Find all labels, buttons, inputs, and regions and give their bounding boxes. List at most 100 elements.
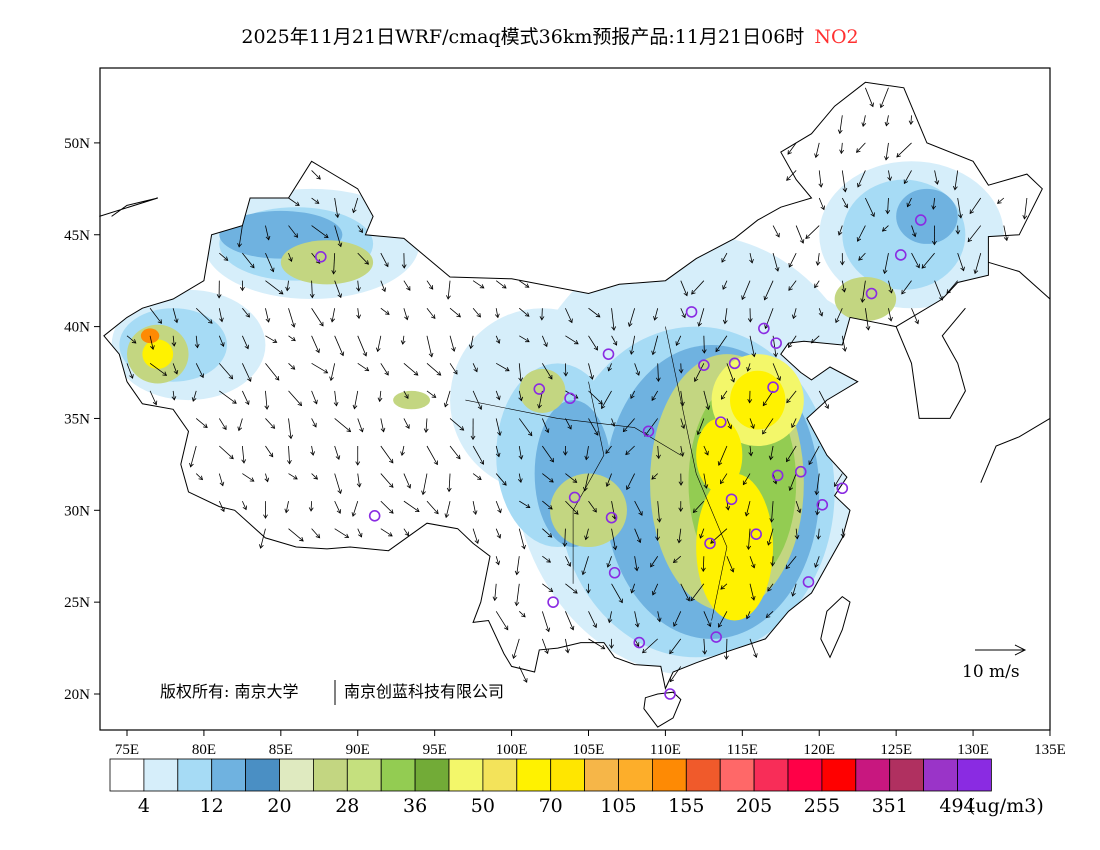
wind-arrow — [720, 473, 728, 485]
wind-arrow — [748, 445, 754, 457]
wind-arrow — [722, 308, 728, 325]
wind-arrow — [380, 528, 393, 537]
wind-arrow — [310, 445, 316, 456]
wind-arrow — [656, 611, 662, 623]
city-marker — [710, 631, 722, 643]
wind-arrow — [814, 142, 820, 159]
wind-arrow — [955, 225, 961, 235]
wind-arrow — [841, 280, 847, 293]
wind-arrow — [308, 501, 314, 512]
wind-arrow — [189, 445, 197, 468]
wind-arrow — [541, 363, 553, 380]
wind-arrow — [834, 473, 843, 487]
wind-arrow — [840, 528, 846, 539]
wind-arrow — [837, 225, 843, 236]
wind-arrow — [351, 500, 359, 517]
wind-arrow — [818, 308, 824, 317]
wind-arrow — [967, 225, 982, 243]
wind-arrow — [518, 390, 524, 402]
lat-tick-label: 30N — [64, 503, 90, 519]
wind-arrow — [171, 335, 177, 347]
wind-arrow — [629, 335, 636, 355]
wind-arrow — [311, 362, 329, 374]
city-marker — [758, 322, 770, 335]
wind-arrow — [380, 307, 390, 315]
city-marker — [602, 348, 615, 360]
wind-arrow — [703, 611, 712, 628]
wind-arrow — [449, 363, 458, 375]
colorbar-unit: (ug/m3) — [968, 795, 1044, 817]
wind-arrow — [785, 555, 797, 570]
wind-arrow — [311, 473, 319, 480]
wind-arrow — [495, 473, 507, 486]
wind-arrow — [791, 418, 797, 429]
colorbar-cell — [889, 758, 925, 792]
wind-arrow — [865, 197, 875, 218]
wind-arrow — [673, 611, 682, 627]
wind-arrow — [584, 445, 590, 461]
wind-arrow — [514, 556, 520, 576]
wind-arrow — [357, 363, 370, 372]
wind-arrow — [172, 363, 179, 375]
wind-arrow — [805, 225, 820, 240]
wind-arrow — [562, 446, 568, 456]
wind-arrow — [380, 252, 389, 268]
wind-arrow — [749, 638, 758, 658]
wind-arrow — [584, 528, 589, 541]
wind-arrow — [380, 280, 387, 293]
wind-arrow — [703, 473, 709, 489]
wind-arrow — [879, 87, 889, 109]
colorbar-cell — [482, 758, 518, 792]
colorbar: 4 12 20 28 36 50 70 105 155 205 255 351 494(ug/m3) — [109, 758, 1044, 817]
city-marker — [725, 493, 738, 506]
lon-tick-label: 110E — [650, 742, 681, 758]
wind-arrow — [311, 225, 329, 239]
wind-arrow — [449, 307, 461, 318]
wind-arrow — [818, 390, 829, 410]
wind-arrow — [355, 446, 361, 466]
wind-arrow — [242, 307, 250, 318]
wind-arrow — [932, 225, 937, 246]
city-marker — [836, 482, 849, 495]
wind-arrow — [242, 390, 250, 406]
wind-arrow — [858, 252, 866, 261]
city-marker — [605, 511, 618, 524]
wind-arrow — [565, 638, 570, 654]
wind-arrow — [216, 280, 222, 299]
colorbar-label: 105 — [600, 795, 636, 817]
copyright-text: 版权所有: 南京大学 — [160, 682, 298, 701]
wind-arrow — [468, 335, 474, 350]
wind-arrow — [219, 252, 229, 261]
wind-arrow — [786, 445, 797, 463]
wind-arrow — [472, 445, 484, 465]
wind-arrow — [726, 418, 733, 430]
wind-arrow — [861, 115, 867, 128]
wind-arrow — [692, 500, 705, 514]
wind-arrow — [762, 390, 774, 407]
wind-arrow — [218, 500, 225, 513]
wind-arrow — [541, 335, 548, 348]
wind-arrow — [699, 528, 705, 539]
wind-arrow — [195, 418, 208, 429]
wind-arrow — [678, 473, 684, 486]
wind-arrow — [518, 418, 533, 437]
wind-arrow — [680, 308, 686, 319]
wind-arrow — [311, 390, 318, 405]
colorbar-cell — [346, 758, 382, 792]
wind-arrow — [957, 197, 963, 219]
wind-arrow — [263, 501, 268, 519]
wind-arrow — [680, 280, 688, 297]
wind-arrow — [565, 583, 578, 594]
colorbar-label: 36 — [403, 795, 427, 817]
wind-arrow — [839, 253, 845, 266]
wind-arrow — [722, 280, 728, 290]
city-marker — [633, 636, 646, 649]
wind-arrow — [237, 225, 243, 248]
wind-arrow — [563, 363, 569, 377]
map-title: 2025年11月21日WRF/cmaq模式36km预报产品:11月21日06时 N… — [0, 22, 1100, 49]
wind-arrow — [541, 418, 550, 434]
wind-arrow — [219, 445, 234, 460]
wind-arrow — [726, 363, 735, 383]
wind-arrow — [403, 473, 412, 489]
colorbar-cell — [143, 758, 179, 792]
